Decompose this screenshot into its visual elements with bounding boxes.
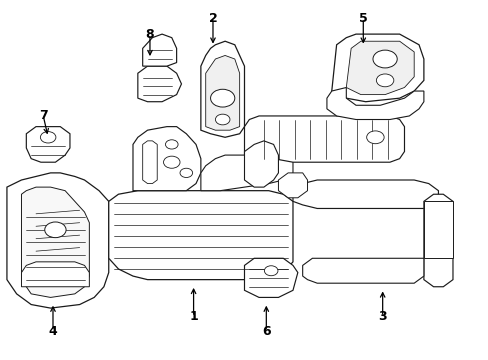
Circle shape	[41, 132, 56, 143]
Text: 8: 8	[145, 28, 154, 41]
Polygon shape	[201, 155, 292, 191]
Text: 3: 3	[378, 310, 386, 324]
Polygon shape	[26, 127, 70, 162]
Polygon shape	[302, 258, 423, 283]
Circle shape	[180, 168, 192, 177]
Text: 7: 7	[39, 109, 47, 122]
Circle shape	[215, 114, 229, 125]
Polygon shape	[142, 34, 176, 66]
Polygon shape	[244, 141, 278, 187]
Circle shape	[372, 50, 396, 68]
Polygon shape	[21, 262, 89, 287]
Polygon shape	[138, 66, 181, 102]
Polygon shape	[346, 41, 413, 95]
Text: 2: 2	[208, 12, 217, 24]
Polygon shape	[423, 194, 452, 287]
Polygon shape	[244, 258, 297, 297]
Polygon shape	[205, 55, 239, 130]
Polygon shape	[108, 191, 292, 280]
Polygon shape	[278, 173, 307, 198]
Text: 4: 4	[48, 325, 57, 338]
Polygon shape	[201, 41, 244, 137]
Text: 1: 1	[189, 310, 198, 324]
Polygon shape	[7, 173, 108, 308]
Circle shape	[210, 89, 234, 107]
Polygon shape	[292, 180, 438, 208]
Circle shape	[165, 140, 178, 149]
Polygon shape	[21, 187, 89, 297]
Polygon shape	[331, 34, 423, 102]
Circle shape	[376, 74, 393, 87]
Polygon shape	[423, 201, 452, 258]
Text: 5: 5	[358, 12, 367, 24]
Text: 6: 6	[262, 325, 270, 338]
Circle shape	[163, 156, 180, 168]
Polygon shape	[133, 127, 201, 191]
Polygon shape	[142, 141, 157, 184]
Circle shape	[45, 222, 66, 238]
Polygon shape	[326, 87, 423, 120]
Polygon shape	[244, 116, 404, 162]
Circle shape	[264, 266, 277, 276]
Circle shape	[366, 131, 384, 144]
